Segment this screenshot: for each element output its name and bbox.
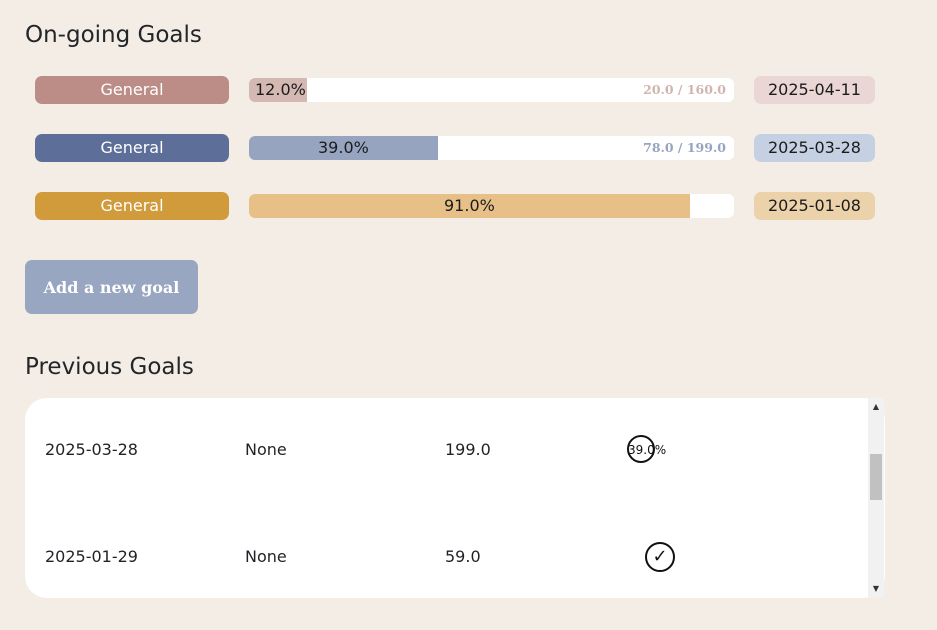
goal-row: General 12.0% 20.0 / 160.0 2025-04-11	[35, 76, 875, 104]
goal-progress-fill	[249, 194, 690, 218]
goal-deadline-date: 2025-01-08	[754, 192, 875, 220]
list-item: 2025-03-28 None 199.0 39.0%	[25, 430, 868, 470]
add-goal-button[interactable]: Add a new goal	[25, 260, 198, 314]
goal-category-badge: General	[35, 76, 229, 104]
goal-progress-fill	[249, 136, 438, 160]
previous-goal-target: 199.0	[445, 440, 491, 459]
previous-goals-title: Previous Goals	[25, 354, 194, 380]
progress-ring-icon: 39.0%	[627, 435, 666, 463]
goal-progress-amount: 78.0 / 199.0	[643, 140, 726, 155]
goal-deadline-date: 2025-03-28	[754, 134, 875, 162]
scroll-down-arrow-icon[interactable]: ▼	[872, 584, 880, 593]
goal-progress-fill	[249, 78, 307, 102]
scrollbar-thumb[interactable]	[870, 454, 882, 500]
goal-row: General 91.0% 2025-01-08	[35, 192, 875, 220]
previous-goal-category: None	[245, 440, 287, 459]
goal-deadline-date: 2025-04-11	[754, 76, 875, 104]
goal-progress-bar: 91.0%	[249, 194, 734, 218]
goal-category-badge: General	[35, 192, 229, 220]
list-item: 2025-01-29 None 59.0 ✓	[25, 537, 868, 577]
check-circle-icon: ✓	[645, 542, 675, 572]
previous-goal-date: 2025-01-29	[45, 547, 138, 566]
scroll-up-arrow-icon[interactable]: ▲	[872, 402, 880, 411]
ongoing-goals-title: On-going Goals	[25, 22, 202, 48]
previous-goal-date: 2025-03-28	[45, 440, 138, 459]
goal-row: General 39.0% 78.0 / 199.0 2025-03-28	[35, 134, 875, 162]
previous-goal-target: 59.0	[445, 547, 481, 566]
goal-progress-percent: 12.0%	[255, 80, 306, 99]
goal-category-badge: General	[35, 134, 229, 162]
previous-goals-list: 2025-03-28 None 199.0 39.0% 2025-01-29 N…	[25, 398, 885, 598]
goal-progress-amount: 20.0 / 160.0	[643, 82, 726, 97]
goal-progress-percent: 39.0%	[318, 138, 369, 157]
goal-progress-percent: 91.0%	[444, 196, 495, 215]
goal-progress-bar: 39.0% 78.0 / 199.0	[249, 136, 734, 160]
previous-goal-category: None	[245, 547, 287, 566]
goal-progress-bar: 12.0% 20.0 / 160.0	[249, 78, 734, 102]
previous-goal-progress: 39.0%	[628, 443, 667, 457]
previous-goals-scrollbar[interactable]: ▲ ▼	[868, 398, 884, 598]
